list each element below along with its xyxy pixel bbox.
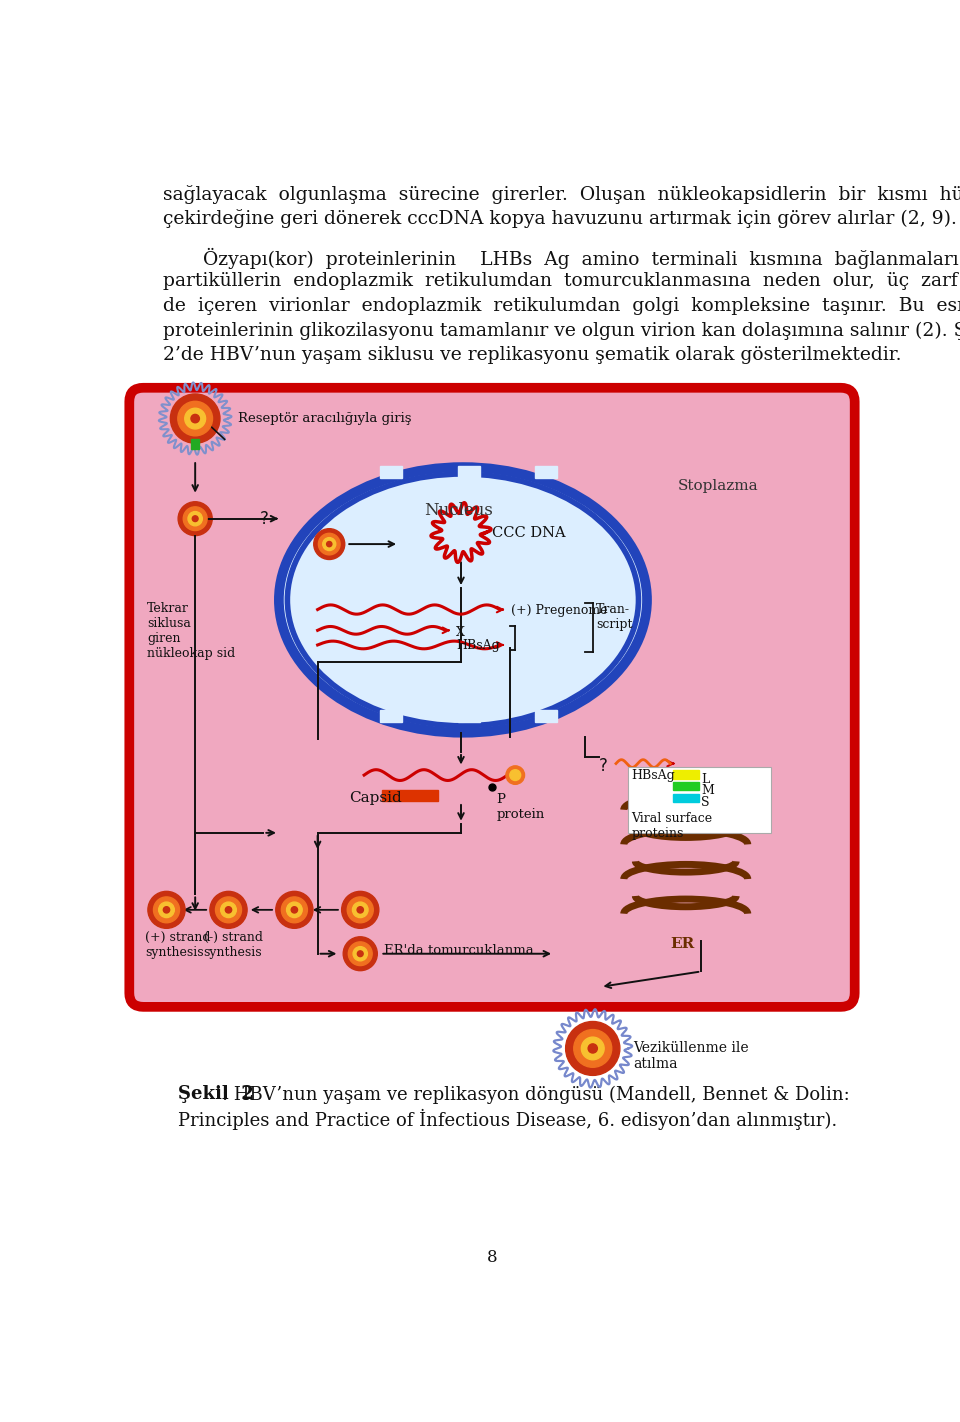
Circle shape bbox=[588, 1044, 597, 1054]
Text: 8: 8 bbox=[487, 1249, 497, 1266]
Circle shape bbox=[357, 907, 364, 913]
Circle shape bbox=[326, 542, 332, 546]
Text: X: X bbox=[456, 626, 466, 638]
Circle shape bbox=[183, 506, 207, 530]
Text: Nucleus: Nucleus bbox=[424, 502, 493, 519]
Circle shape bbox=[348, 941, 372, 966]
Text: 2’de HBV’nun yaşam siklusu ve replikasyonu şematik olarak gösterilmektedir.: 2’de HBV’nun yaşam siklusu ve replikasyo… bbox=[162, 346, 901, 364]
Circle shape bbox=[178, 401, 212, 435]
Circle shape bbox=[506, 766, 524, 785]
Text: ?: ? bbox=[259, 510, 269, 528]
Text: ER: ER bbox=[670, 937, 694, 951]
Bar bbox=[673, 771, 699, 779]
Circle shape bbox=[188, 512, 203, 526]
Text: Viral surface
proteins: Viral surface proteins bbox=[632, 812, 712, 840]
Circle shape bbox=[291, 907, 298, 913]
Circle shape bbox=[510, 769, 520, 781]
Circle shape bbox=[215, 897, 242, 923]
Circle shape bbox=[158, 902, 175, 917]
Bar bbox=[380, 710, 402, 722]
Text: Principles and Practice of İnfectious Disease, 6. edisyon’dan alınmıştır).: Principles and Practice of İnfectious Di… bbox=[179, 1109, 837, 1129]
Circle shape bbox=[352, 902, 368, 917]
Circle shape bbox=[319, 533, 340, 555]
Circle shape bbox=[357, 951, 363, 957]
Circle shape bbox=[323, 538, 336, 550]
Text: Reseptör aracılığıyla giriş: Reseptör aracılığıyla giriş bbox=[238, 412, 411, 425]
Text: proteinlerinin glikozilasyonu tamamlanır ve olgun virion kan dolaşımına salınır : proteinlerinin glikozilasyonu tamamlanır… bbox=[162, 321, 960, 340]
Text: Şekil  2: Şekil 2 bbox=[179, 1085, 253, 1103]
Bar bbox=[673, 782, 699, 791]
Text: Capsid: Capsid bbox=[348, 791, 401, 805]
Circle shape bbox=[287, 902, 302, 917]
Circle shape bbox=[226, 907, 231, 913]
Circle shape bbox=[565, 1021, 620, 1075]
Bar bbox=[380, 465, 402, 478]
Text: Stoplazma: Stoplazma bbox=[678, 479, 758, 492]
Circle shape bbox=[192, 516, 198, 522]
Text: L: L bbox=[701, 772, 709, 786]
Circle shape bbox=[314, 529, 345, 559]
Text: de  içeren  virionlar  endoplazmik  retikulumdan  golgi  kompleksine  taşınır.  : de içeren virionlar endoplazmik retikulu… bbox=[162, 297, 960, 314]
Circle shape bbox=[170, 394, 220, 444]
Circle shape bbox=[353, 947, 368, 961]
Text: sağlayacak  olgunlaşma  sürecine  girerler.  Oluşan  nükleokapsidlerin  bir  kıs: sağlayacak olgunlaşma sürecine girerler.… bbox=[162, 185, 960, 203]
Circle shape bbox=[184, 408, 205, 429]
Bar bbox=[536, 465, 557, 478]
Text: HBsAg: HBsAg bbox=[456, 638, 500, 651]
Text: S: S bbox=[701, 796, 709, 809]
Bar bbox=[382, 791, 438, 801]
Bar bbox=[673, 793, 699, 802]
Circle shape bbox=[154, 897, 180, 923]
Circle shape bbox=[582, 1037, 604, 1059]
Bar bbox=[458, 710, 480, 722]
Text: çekirdeğine geri dönerek cccDNA kopya havuzunu artırmak için görev alırlar (2, 9: çekirdeğine geri dönerek cccDNA kopya ha… bbox=[162, 209, 956, 228]
Text: partiküllerin  endoplazmik  retikulumdan  tomurcuklanmasına  neden  olur,  üç  z: partiküllerin endoplazmik retikulumdan t… bbox=[162, 272, 960, 290]
Text: ER'da tomurcuklanma: ER'da tomurcuklanma bbox=[383, 944, 533, 957]
Text: M: M bbox=[701, 785, 714, 798]
Bar bbox=[191, 438, 199, 449]
Circle shape bbox=[281, 897, 307, 923]
Text: CCC DNA: CCC DNA bbox=[492, 526, 565, 540]
Bar bbox=[628, 768, 771, 833]
Circle shape bbox=[348, 897, 373, 923]
Bar bbox=[458, 465, 480, 478]
Circle shape bbox=[210, 892, 247, 929]
Text: Tran-
script: Tran- script bbox=[596, 603, 633, 631]
Bar bbox=[536, 710, 557, 722]
Circle shape bbox=[148, 892, 185, 929]
FancyBboxPatch shape bbox=[130, 388, 854, 1007]
Ellipse shape bbox=[278, 466, 647, 732]
Circle shape bbox=[344, 937, 377, 971]
Text: (+) strand
synthesis: (+) strand synthesis bbox=[145, 931, 210, 960]
Text: (+) Pregenome: (+) Pregenome bbox=[511, 604, 607, 617]
Text: HBsAg: HBsAg bbox=[632, 769, 675, 782]
Text: ?: ? bbox=[599, 758, 608, 775]
Circle shape bbox=[179, 502, 212, 536]
Circle shape bbox=[574, 1030, 612, 1068]
Text: Tekrar
siklusa
giren
nükleokap sid: Tekrar siklusa giren nükleokap sid bbox=[147, 602, 235, 660]
Text: Veziküllenme ile
atılma: Veziküllenme ile atılma bbox=[633, 1041, 749, 1071]
Circle shape bbox=[191, 414, 200, 422]
Circle shape bbox=[276, 892, 313, 929]
Text: (-) strand
synthesis: (-) strand synthesis bbox=[204, 931, 263, 960]
Text: Özyapı(kor)  proteinlerinin    LHBs  Ag  amino  terminali  kısmına  bağlanmaları: Özyapı(kor) proteinlerinin LHBs Ag amino… bbox=[203, 247, 958, 269]
Circle shape bbox=[342, 892, 379, 929]
Text: P
protein: P protein bbox=[496, 793, 545, 820]
Text: : HBV’nun yaşam ve replikasyon döngüsü (Mandell, Bennet & Dolin:: : HBV’nun yaşam ve replikasyon döngüsü (… bbox=[223, 1085, 850, 1103]
Circle shape bbox=[163, 907, 170, 913]
Circle shape bbox=[221, 902, 236, 917]
